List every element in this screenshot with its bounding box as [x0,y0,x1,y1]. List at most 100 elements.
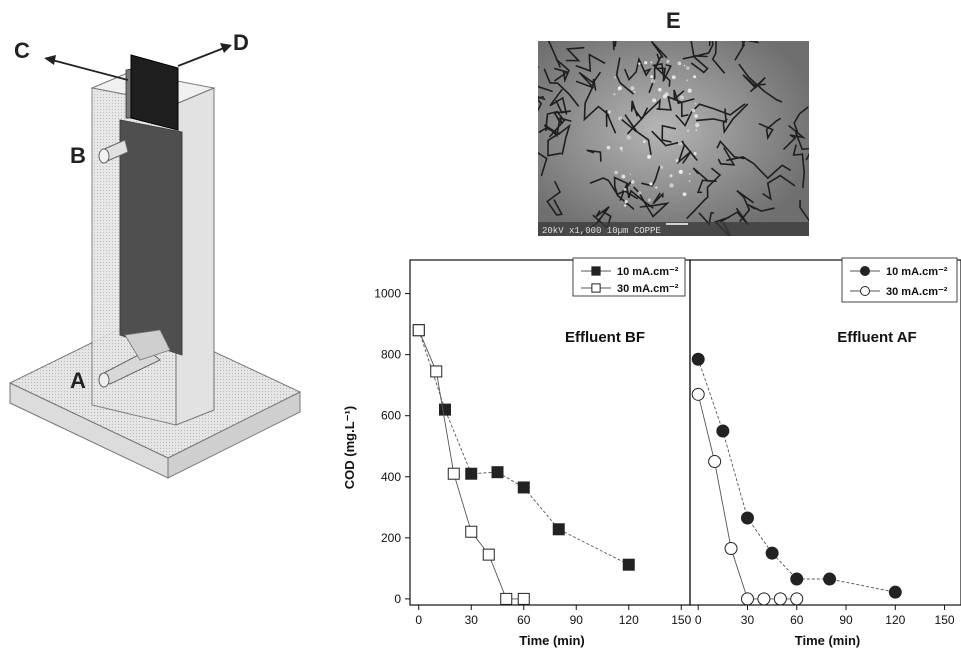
crack-line [545,110,566,138]
crack-line [799,199,809,222]
crack-line [719,207,749,226]
particle-speck [694,114,698,118]
panel-title: Effluent BF [565,329,645,346]
particle-speck [633,91,636,93]
crack-line [654,53,672,82]
particle-speck [638,62,641,65]
legend-entry: 30 mA.cm⁻² [617,283,679,295]
particle-speck [621,149,623,152]
particle-speck [618,116,623,121]
data-point [823,572,837,586]
legend-marker [860,286,870,296]
label-b: B [70,143,86,168]
legend-marker [860,266,870,276]
crack-line [747,203,775,212]
data-point [724,542,738,556]
y-axis-label: COD (mg.L⁻¹) [342,406,357,489]
plot-frame [409,259,691,606]
crack-line [575,53,606,73]
crack-line [605,110,617,134]
x-tick-label: 60 [790,613,804,627]
crack-line [673,89,695,105]
x-tick-label: 150 [935,613,955,627]
crack-line [661,124,677,143]
data-point [465,467,478,480]
data-point [691,387,705,401]
crack-line [586,149,602,162]
particle-speck [679,95,684,100]
x-tick-label: 30 [465,613,479,627]
crack-line [538,151,548,177]
crack-line [624,56,652,81]
particle-speck [643,140,646,143]
x-tick-label: 30 [741,613,755,627]
crack-line [741,41,760,47]
bright-particles [606,60,700,207]
particle-speck [623,204,627,207]
particle-speck [678,169,683,174]
crack-line [642,98,661,118]
particle-speck [666,60,670,63]
y-tick-label: 1000 [374,287,401,301]
data-point [491,466,504,479]
particle-speck [677,61,682,66]
series-line [697,394,797,600]
particle-speck [621,174,626,179]
particle-speck [652,98,657,103]
particle-speck [618,86,622,90]
particle-speck [686,66,690,70]
data-point [517,481,530,494]
particle-speck [630,86,635,91]
crack-line [652,192,664,205]
data-point [517,592,530,605]
sem-micrograph: 20kV x1,000 10µm COPPE [538,41,809,236]
particle-speck [683,64,686,67]
crack-line [758,117,781,141]
data-point [888,585,902,599]
particle-speck [630,179,635,184]
particle-speck [678,140,682,145]
crack-line [711,41,725,74]
crack-line [546,180,564,216]
x-tick-label: 0 [695,613,702,627]
y-tick-label: 200 [381,531,401,545]
particle-speck [675,159,679,162]
crack-line [538,65,553,93]
crack-line [783,125,807,150]
x-axis-label: Time (min) [519,633,585,648]
particle-speck [669,183,674,188]
data-point [500,592,513,605]
data-point [412,324,425,337]
legend-box [841,257,958,303]
crack-line [641,165,661,187]
legend-entry: 10 mA.cm⁻² [886,266,948,278]
crack-line [553,58,570,84]
crack-line [651,130,698,161]
arrow-d [177,43,232,67]
reactor-schematic [8,43,302,479]
particle-speck [686,129,690,133]
particle-speck [626,135,631,140]
data-point [430,365,443,378]
x-axis-label: Time (min) [795,633,861,648]
particle-speck [687,88,692,93]
crack-line [742,74,766,92]
data-point [552,523,565,536]
crack-line [549,88,568,115]
particle-speck [613,93,616,96]
crack-line [648,41,668,93]
crack-line [736,189,754,222]
crack-line [726,156,791,180]
x-tick-label: 150 [671,613,691,627]
crack-line [676,144,692,165]
y-tick-label: 800 [381,348,401,362]
panel-title: Effluent AF [837,329,916,346]
x-tick-label: 120 [619,613,639,627]
crack-line [734,41,746,61]
data-point [716,424,730,438]
crack-line [690,55,709,74]
crack-line [651,62,671,87]
data-point [740,592,754,606]
crack-line [565,46,585,62]
